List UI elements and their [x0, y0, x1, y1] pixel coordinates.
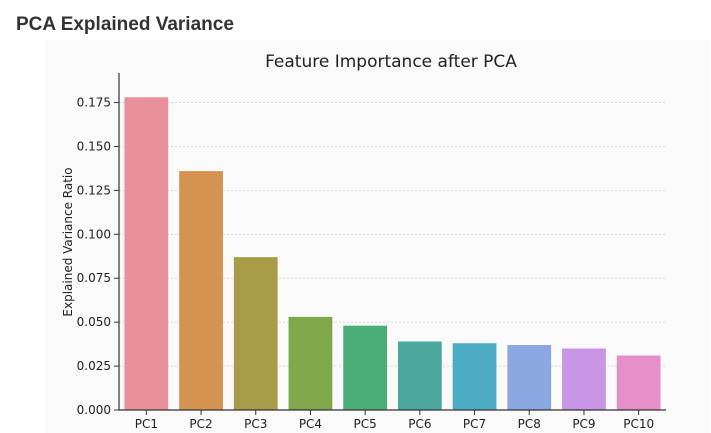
x-tick-label: PC4	[299, 417, 322, 431]
x-tick-label: PC6	[408, 417, 431, 431]
bar-chart: Feature Importance after PCA Explained V…	[61, 52, 666, 431]
y-axis-label: Explained Variance Ratio	[61, 167, 75, 316]
x-tick-label: PC3	[244, 417, 267, 431]
gridlines	[119, 102, 666, 367]
y-tick-label: 0.050	[77, 315, 111, 329]
x-tick-label: PC10	[623, 417, 654, 431]
x-tick-labels: PC1 PC2 PC3 PC4 PC5 PC6 PC7 PC8 PC9 PC10	[135, 410, 654, 431]
bar-pc3	[233, 257, 278, 410]
y-tick-labels: 0.000 0.025 0.050 0.075 0.100 0.125 0.150 0.175	[77, 96, 119, 417]
bar-pc2	[179, 171, 223, 410]
x-tick-label: PC2	[189, 417, 212, 431]
bar-pc7	[452, 343, 497, 410]
y-tick-label: 0.000	[77, 403, 111, 417]
x-tick-label: PC7	[463, 417, 486, 431]
y-tick-label: 0.025	[77, 359, 111, 373]
bar-pc6	[397, 341, 442, 410]
x-tick-label: PC9	[572, 417, 595, 431]
bar-pc5	[343, 325, 388, 410]
y-tick-label: 0.175	[77, 96, 111, 110]
bar-pc8	[507, 345, 552, 410]
bar-pc10	[616, 355, 661, 410]
y-tick-label: 0.075	[77, 271, 111, 285]
bar-pc1	[124, 97, 169, 410]
chart-title: Feature Importance after PCA	[265, 52, 517, 72]
chart-panel: Feature Importance after PCA Explained V…	[46, 40, 710, 433]
y-tick-label: 0.150	[77, 139, 111, 153]
bars	[124, 97, 661, 410]
bar-pc9	[562, 348, 606, 410]
y-tick-label: 0.125	[77, 183, 111, 197]
x-tick-label: PC5	[354, 417, 377, 431]
x-tick-label: PC1	[135, 417, 158, 431]
x-tick-label: PC8	[518, 417, 541, 431]
axes	[118, 73, 666, 411]
y-tick-label: 0.100	[77, 227, 111, 241]
page-heading: PCA Explained Variance	[16, 14, 234, 35]
bar-pc4	[288, 316, 333, 410]
